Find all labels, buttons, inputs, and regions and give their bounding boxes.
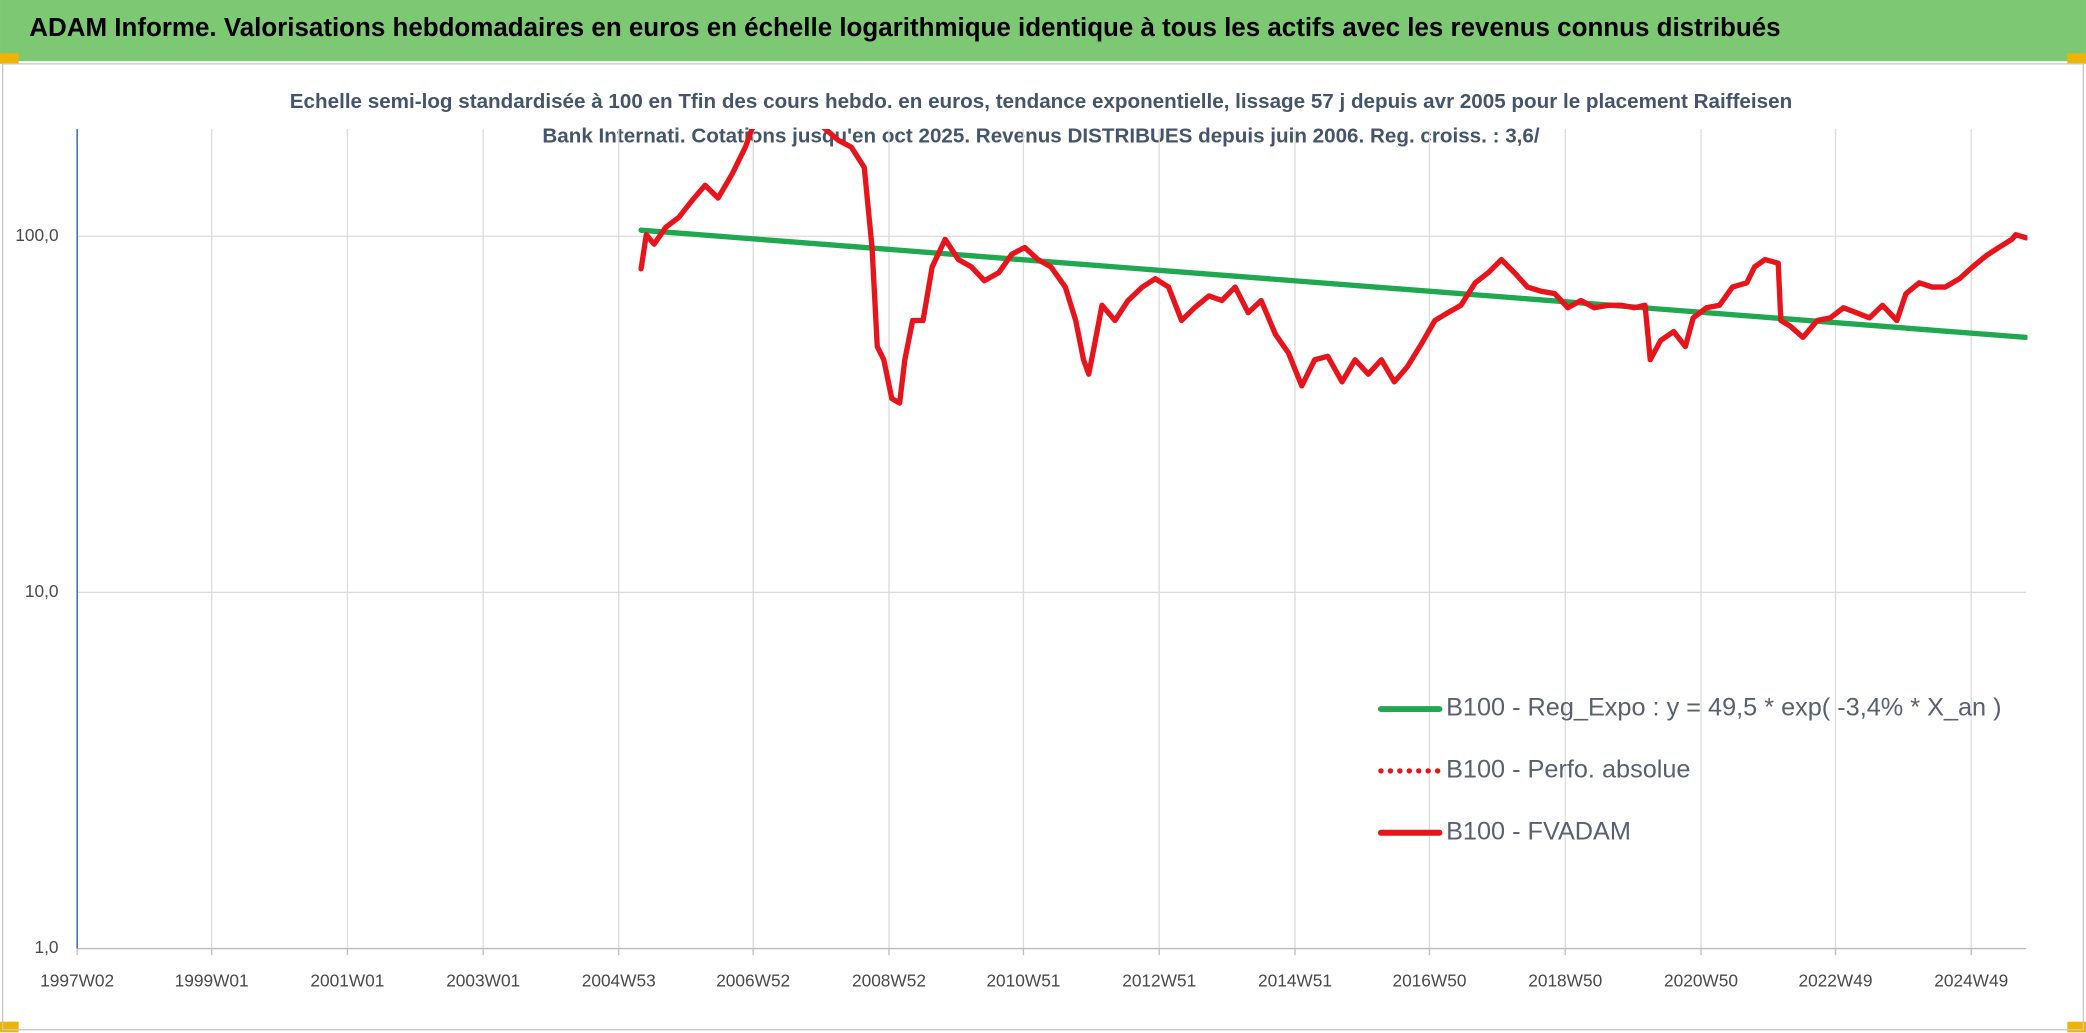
x-tick-label: 2016W50 xyxy=(1392,970,1466,990)
x-tick-label: 2014W51 xyxy=(1258,970,1332,990)
x-tick-label: 2008W52 xyxy=(852,970,926,990)
x-tick-label: 2001W01 xyxy=(310,970,384,990)
corner-mark xyxy=(2067,1021,2086,1033)
y-tick-label: 10,0 xyxy=(25,581,59,601)
x-tick-label: 1999W01 xyxy=(175,970,249,990)
header-title: ADAM Informe. Valorisations hebdomadaire… xyxy=(29,14,1780,42)
corner-mark xyxy=(2067,53,2086,64)
y-tick-label: 1,0 xyxy=(35,937,59,957)
x-tick-label: 2018W50 xyxy=(1528,970,1602,990)
plot-area xyxy=(638,129,2028,406)
legend-label: B100 - Reg_Expo : y = 49,5 * exp( -3,4% … xyxy=(1446,694,2001,722)
x-tick-label: 1997W02 xyxy=(40,970,114,990)
header-band xyxy=(0,0,2086,62)
series-line xyxy=(638,129,2028,406)
x-tick-label: 2006W52 xyxy=(716,970,790,990)
legend-label: B100 - Perfo. absolue xyxy=(1446,756,1690,784)
x-tick-label: 2004W53 xyxy=(582,970,656,990)
x-tick-label: 2010W51 xyxy=(986,970,1060,990)
x-tick-label: 2003W01 xyxy=(446,970,520,990)
chart-frame xyxy=(2,63,2084,1031)
y-tick-label: 100,0 xyxy=(15,225,58,245)
corner-mark xyxy=(0,53,19,64)
chart-title: Echelle semi-log standardisée à 100 en T… xyxy=(289,90,1793,148)
x-tick-label: 2022W49 xyxy=(1798,970,1872,990)
x-tick-label: 2020W50 xyxy=(1664,970,1738,990)
chart-title-box: Echelle semi-log standardisée à 100 en T… xyxy=(289,90,1793,148)
x-tick-label: 2012W51 xyxy=(1122,970,1196,990)
x-tick-label: 2024W49 xyxy=(1934,970,2008,990)
legend-label: B100 - FVADAM xyxy=(1446,817,1631,845)
corner-mark xyxy=(0,1021,19,1033)
